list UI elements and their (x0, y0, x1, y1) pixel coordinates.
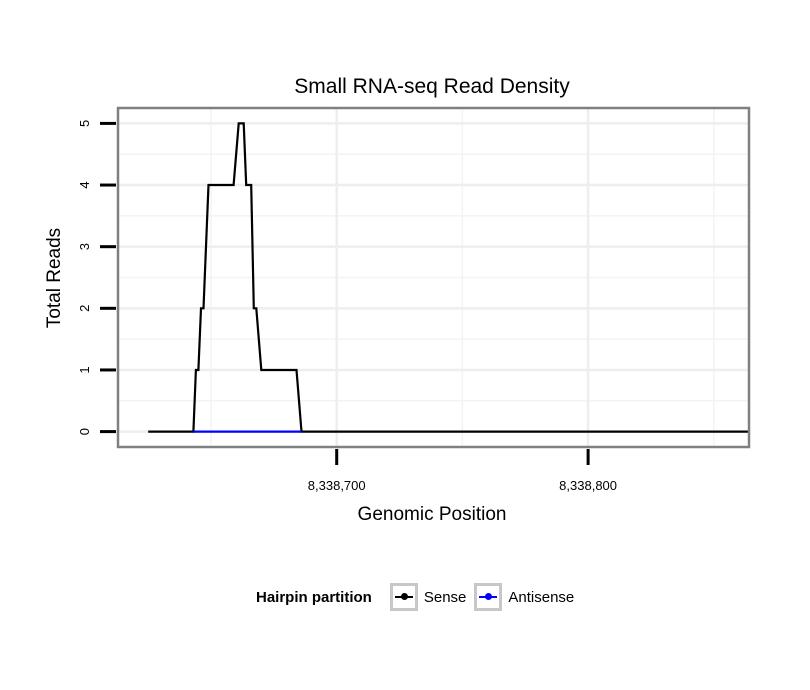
legend-label-sense: Sense (423, 588, 467, 606)
y-tick-label: 4 (77, 181, 92, 188)
legend-dot-sense (400, 593, 408, 600)
x-tick-label: 8,338,800 (559, 478, 617, 493)
chart-title: Small RNA-seq Read Density (294, 75, 570, 98)
legend-dot-antisense (485, 593, 493, 600)
plot-border (116, 106, 751, 449)
legend-key-sense (389, 583, 418, 611)
legend-title: Hairpin partition (256, 588, 372, 606)
series-lines (148, 122, 749, 433)
series-line-sense (148, 122, 749, 433)
y-tick-label: 5 (77, 120, 92, 127)
y-tick-label: 2 (77, 305, 92, 312)
y-tick-label: 0 (77, 428, 92, 435)
legend: Hairpin partition Sense Antisense (256, 580, 582, 614)
y-axis-label: Total Reads (44, 228, 65, 328)
y-tick-label: 1 (77, 366, 92, 373)
legend-label-antisense: Antisense (508, 588, 575, 606)
y-tick-label: 3 (77, 243, 92, 250)
x-axis-label: Genomic Position (358, 504, 507, 525)
axes: 0 1 2 3 4 5 8,338,700 8,338,800 (77, 120, 617, 493)
legend-key-antisense (474, 583, 503, 611)
x-tick-label: 8,338,700 (308, 478, 366, 493)
